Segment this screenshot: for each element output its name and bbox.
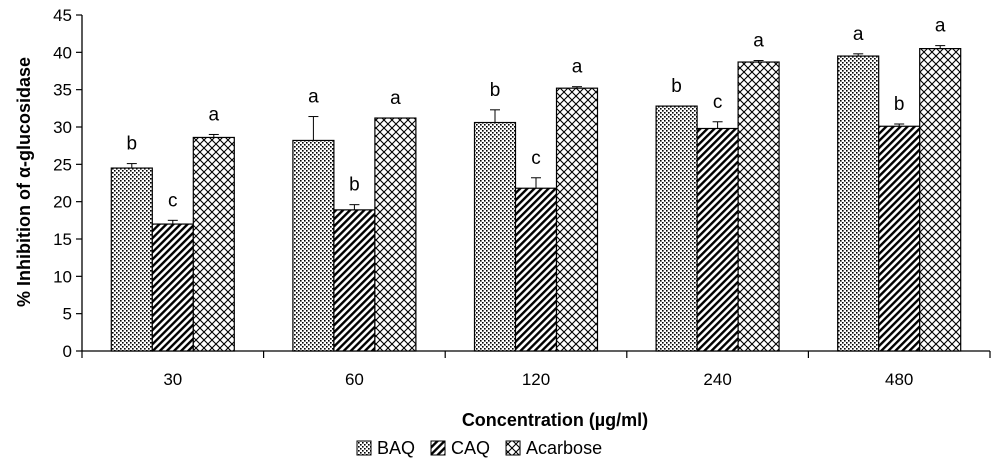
bar-baq-120	[473, 121, 517, 352]
significance-label: a	[308, 87, 319, 108]
y-tick-label: 35	[53, 81, 72, 100]
x-tick-label: 120	[522, 370, 550, 389]
significance-label: b	[894, 94, 905, 115]
y-tick-label: 45	[53, 6, 72, 25]
y-axis-title: % Inhibition of α-glucosidase	[14, 57, 34, 307]
significance-label: b	[349, 175, 360, 196]
significance-label: b	[671, 76, 682, 97]
bar-acarbose-480	[919, 47, 962, 352]
bar-baq-60	[292, 139, 335, 352]
x-tick-label: 480	[885, 370, 913, 389]
x-axis: 30 60 120 240 480	[81, 350, 991, 389]
y-tick-label: 5	[63, 305, 72, 324]
bar-caq-60	[333, 209, 376, 352]
significance-label: a	[209, 104, 220, 125]
significance-label: c	[168, 190, 178, 211]
bar-baq-480	[837, 55, 880, 352]
x-tick-label: 60	[345, 370, 364, 389]
y-tick-label: 0	[63, 342, 72, 361]
legend-swatch-baq	[356, 440, 372, 456]
bar-acarbose-120	[555, 87, 599, 352]
significance-label: a	[572, 57, 583, 78]
legend-label-caq: CAQ	[451, 438, 490, 458]
bar-acarbose-240	[737, 61, 780, 352]
bar-acarbose-60	[374, 117, 417, 352]
y-tick-label: 15	[53, 230, 72, 249]
bar-caq-240	[696, 127, 739, 352]
significance-label: a	[853, 24, 864, 45]
bar-baq-30	[110, 167, 153, 352]
significance-labels: b a b b a c b c c b a a a a a	[127, 16, 946, 212]
significance-label: c	[531, 148, 541, 169]
bar-baq-240	[655, 105, 698, 352]
bar-caq-120	[514, 187, 558, 352]
legend-label-acarbose: Acarbose	[526, 438, 602, 458]
bar-caq-30	[151, 223, 194, 352]
error-bars	[126, 45, 946, 225]
significance-label: b	[127, 134, 138, 155]
significance-label: a	[935, 16, 946, 37]
legend-swatch-acarbose	[505, 440, 521, 456]
significance-label: c	[713, 92, 723, 113]
y-tick-label: 30	[53, 118, 72, 137]
bar-acarbose-30	[192, 136, 235, 352]
significance-label: a	[390, 88, 401, 109]
x-tick-label: 240	[703, 370, 731, 389]
x-axis-title: Concentration (µg/ml)	[462, 410, 648, 430]
bar-caq-480	[878, 125, 921, 352]
bars	[110, 47, 962, 352]
legend: BAQ CAQ Acarbose	[356, 438, 602, 458]
significance-label: b	[490, 80, 501, 101]
x-tick-label: 30	[163, 370, 182, 389]
y-axis: 0 5 10 15 20 25 30 35 40 45	[53, 6, 83, 361]
significance-label: a	[753, 31, 764, 52]
y-tick-label: 25	[53, 155, 72, 174]
y-tick-label: 40	[53, 43, 72, 62]
legend-label-baq: BAQ	[377, 438, 415, 458]
y-tick-label: 10	[53, 267, 72, 286]
y-tick-label: 20	[53, 193, 72, 212]
legend-swatch-caq	[430, 440, 446, 456]
